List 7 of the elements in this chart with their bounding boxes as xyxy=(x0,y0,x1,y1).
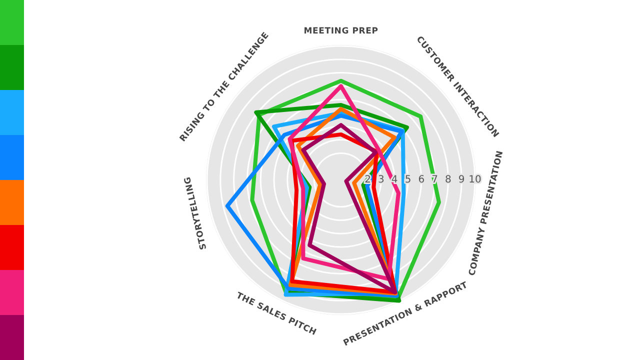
y-tick-label: 10 xyxy=(468,174,482,186)
y-tick-label: 6 xyxy=(418,174,425,186)
y-tick-label: 3 xyxy=(378,174,384,186)
spoke-label: MEETING PREP xyxy=(304,26,378,36)
y-tick-label: 8 xyxy=(445,174,452,186)
y-tick-label: 5 xyxy=(404,174,412,186)
y-tick-label: 9 xyxy=(458,174,465,186)
